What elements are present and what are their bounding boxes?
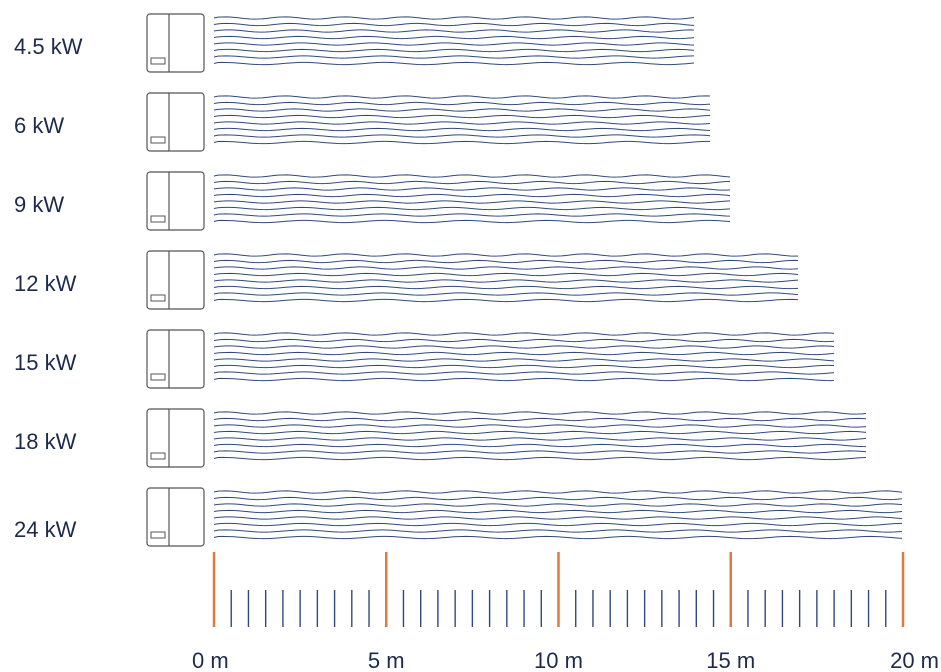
category-label: 18 kW [14, 429, 77, 454]
bar [213, 411, 867, 461]
bar [213, 16, 695, 66]
category-label: 12 kW [14, 271, 77, 296]
bar [213, 332, 835, 382]
heat-pump-unit-icon [146, 250, 205, 310]
bar-row: 12 kW [14, 250, 799, 310]
x-axis: 0 m 5 m 10 m 15 m 20 m [192, 552, 939, 672]
heat-pump-unit-icon [146, 487, 205, 547]
bar-row: 9 kW [14, 171, 731, 231]
chart-rows: 4.5 kW 6 kW 9 kW 12 kW 15 kW 18 kW 24 kW [14, 13, 903, 547]
tick-label: 10 m [534, 648, 583, 672]
bar-row: 4.5 kW [14, 13, 695, 73]
bar-row: 15 kW [14, 329, 835, 389]
bar-row: 6 kW [14, 92, 711, 152]
category-label: 6 kW [14, 113, 64, 138]
heat-pump-unit-icon [146, 171, 205, 231]
category-label: 24 kW [14, 517, 77, 542]
tick-label: 0 m [192, 648, 229, 672]
bar-row: 18 kW [14, 408, 867, 468]
bar [213, 174, 731, 224]
category-label: 9 kW [14, 192, 64, 217]
heat-pump-unit-icon [146, 408, 205, 468]
heat-pump-unit-icon [146, 92, 205, 152]
tick-label: 15 m [706, 648, 755, 672]
category-label: 4.5 kW [14, 34, 83, 59]
tick-label: 5 m [368, 648, 405, 672]
bar [213, 253, 799, 303]
bar-row: 24 kW [14, 487, 903, 547]
category-label: 15 kW [14, 350, 77, 375]
heat-pump-unit-icon [146, 329, 205, 389]
tick-label: 20 m [890, 648, 939, 672]
bar [213, 490, 903, 540]
heat-pump-unit-icon [146, 13, 205, 73]
bar [213, 95, 711, 145]
